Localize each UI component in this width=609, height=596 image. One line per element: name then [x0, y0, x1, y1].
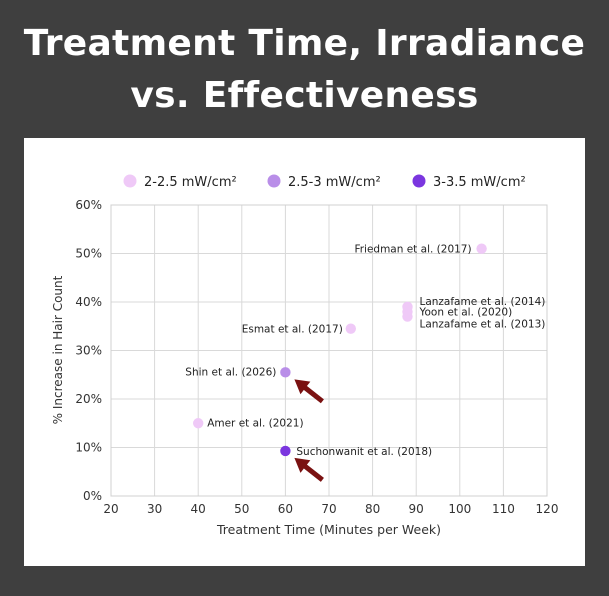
point-label: Amer et al. (2021): [207, 417, 303, 429]
x-axis-ticks: 20 30 40 50 60 70 80 90 100 110 120: [103, 502, 558, 516]
point-label: Esmat et al. (2017): [242, 324, 343, 336]
point-label: Lanzafame et al. (2013): [419, 319, 545, 331]
point-label: Shin et al. (2026): [185, 366, 276, 378]
data-point: [476, 243, 487, 254]
point-label: Suchonwanit et al. (2018): [296, 446, 432, 458]
arrow-shaft: [300, 462, 324, 482]
title-line-2: vs. Effectiveness: [130, 75, 479, 116]
x-tick-label: 80: [365, 502, 380, 516]
y-tick-label: 60%: [75, 198, 102, 212]
x-tick-label: 110: [492, 502, 515, 516]
legend-marker: [412, 174, 426, 188]
arrow-shaft: [300, 383, 324, 404]
x-tick-label: 100: [448, 502, 471, 516]
data-point: [345, 323, 356, 334]
x-tick-label: 70: [321, 502, 336, 516]
y-tick-label: 0%: [83, 489, 102, 503]
x-tick-label: 120: [536, 502, 559, 516]
arrows: [294, 379, 324, 482]
data-point: [280, 445, 291, 457]
data-points: [193, 243, 487, 457]
y-axis-label: % Increase in Hair Count: [51, 275, 65, 424]
legend-label: 2-2.5 mW/cm²: [144, 175, 237, 190]
legend-marker: [123, 174, 137, 188]
x-tick-label: 90: [409, 502, 424, 516]
data-point: [193, 418, 204, 429]
y-tick-label: 40%: [75, 295, 102, 309]
point-label: Lanzafame et al. (2014): [419, 296, 545, 308]
x-tick-label: 30: [147, 502, 162, 516]
grid: [110, 204, 548, 497]
chart-title: Treatment Time, Irradiance vs. Effective…: [0, 18, 609, 122]
point-labels: Friedman et al. (2017) Lanzafame et al. (…: [185, 244, 545, 458]
legend: 2-2.5 mW/cm² 2.5-3 mW/cm² 3-3.5 mW/cm²: [123, 174, 526, 190]
legend-label: 3-3.5 mW/cm²: [433, 175, 526, 190]
y-tick-label: 10%: [75, 441, 102, 455]
point-label: Friedman et al. (2017): [354, 244, 471, 256]
x-tick-label: 20: [103, 502, 118, 516]
data-point: [402, 311, 413, 322]
x-tick-label: 60: [278, 502, 293, 516]
title-line-1: Treatment Time, Irradiance: [23, 23, 586, 64]
x-axis-label: Treatment Time (Minutes per Week): [216, 522, 441, 537]
point-label: Yoon et al. (2020): [418, 307, 512, 319]
y-tick-label: 20%: [75, 392, 102, 406]
y-tick-label: 30%: [75, 344, 102, 358]
legend-label: 2.5-3 mW/cm²: [288, 175, 381, 190]
arrow-head: [294, 457, 311, 473]
x-tick-label: 50: [234, 502, 249, 516]
data-point: [280, 367, 291, 378]
scatter-chart: 2-2.5 mW/cm² 2.5-3 mW/cm² 3-3.5 mW/cm² 20 3…: [51, 174, 558, 537]
plot-border: [110, 204, 548, 497]
x-tick-label: 40: [191, 502, 206, 516]
legend-marker: [267, 174, 281, 188]
arrow-head: [294, 379, 311, 395]
y-tick-label: 50%: [75, 247, 102, 261]
y-axis-ticks: 0% 10% 20% 30% 40% 50% 60%: [75, 198, 102, 503]
chart-panel: 2-2.5 mW/cm² 2.5-3 mW/cm² 3-3.5 mW/cm² 20 3…: [24, 138, 585, 566]
